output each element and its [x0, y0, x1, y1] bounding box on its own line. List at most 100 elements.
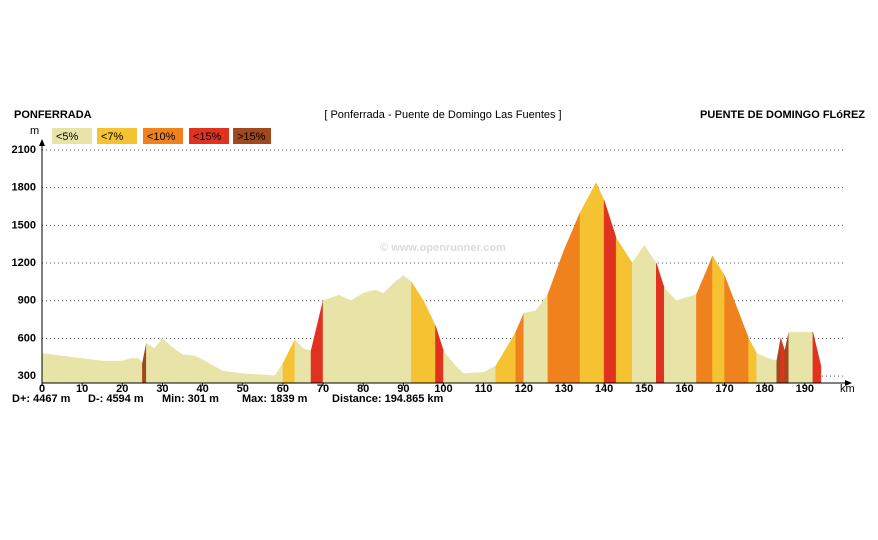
- profile-segment: [684, 294, 697, 384]
- profile-segment: [374, 289, 384, 384]
- profile-segment: [170, 345, 183, 384]
- x-axis-label: km: [840, 383, 855, 395]
- profile-segment: [81, 358, 103, 384]
- profile-segment: [704, 256, 713, 384]
- x-tick-label: 140: [595, 383, 613, 395]
- profile-segment: [162, 337, 171, 384]
- profile-segment: [262, 374, 276, 384]
- profile-segment: [395, 275, 404, 384]
- profile-segment: [724, 275, 737, 384]
- profile-segment: [463, 372, 484, 384]
- x-tick-label: 40: [196, 383, 208, 395]
- x-tick-label: 190: [796, 383, 814, 395]
- stat: D+: 4467 m: [12, 393, 71, 405]
- profile-segment: [154, 337, 163, 384]
- profile-segment: [736, 306, 749, 384]
- profile-segment: [495, 331, 517, 384]
- y-tick-label: 1500: [12, 219, 36, 231]
- x-tick-label: 60: [277, 383, 289, 395]
- chart-title: [ Ponferrada - Puente de Domingo Las Fue…: [324, 109, 561, 121]
- profile-segment: [383, 281, 396, 384]
- profile-segment: [138, 357, 143, 384]
- profile-segment: [142, 343, 147, 384]
- y-tick-label: 600: [18, 332, 36, 344]
- profile-segment: [515, 313, 525, 384]
- profile-segment: [455, 365, 464, 384]
- profile-segment: [146, 342, 155, 384]
- profile-segment: [615, 237, 633, 384]
- x-tick-label: 170: [715, 383, 733, 395]
- profile-segment: [322, 294, 340, 384]
- y-tick-label: 2100: [12, 144, 36, 156]
- profile-segment: [338, 294, 352, 384]
- legend-swatch: [233, 128, 271, 144]
- profile-segment: [362, 289, 376, 384]
- x-tick-label: 180: [756, 383, 774, 395]
- legend-label: <5%: [56, 131, 79, 143]
- profile-segment: [101, 360, 123, 384]
- profile-segment: [579, 182, 597, 384]
- start-label: PONFERRADA: [14, 109, 92, 121]
- profile-segment: [182, 354, 195, 384]
- profile-segment: [595, 182, 605, 384]
- profile-segment: [194, 355, 203, 384]
- profile-segment: [644, 244, 657, 384]
- profile-segment: [756, 353, 769, 384]
- x-tick-label: 0: [39, 383, 45, 395]
- profile-segment: [776, 338, 782, 384]
- profile-segment: [294, 339, 304, 384]
- profile-segment: [435, 325, 444, 384]
- x-tick-label: 70: [317, 383, 329, 395]
- profile-segment: [676, 297, 685, 384]
- x-tick-label: 150: [635, 383, 653, 395]
- legend-swatch: [52, 128, 92, 144]
- profile-segment: [631, 244, 645, 384]
- profile-segment: [748, 338, 757, 384]
- profile-segment: [130, 358, 139, 384]
- profile-segment: [656, 262, 665, 384]
- legend-label: <7%: [101, 131, 124, 143]
- stat: Max: 1839 m: [242, 393, 308, 405]
- x-tick-label: 120: [515, 383, 533, 395]
- legend-label: <15%: [193, 131, 222, 143]
- y-tick-label: 300: [18, 370, 36, 382]
- x-tick-label: 30: [156, 383, 168, 395]
- profile-segment: [603, 200, 617, 384]
- profile-segment: [535, 293, 549, 384]
- profile-segment: [274, 362, 284, 384]
- profile-segment: [411, 281, 424, 384]
- profile-segment: [788, 331, 814, 384]
- y-tick-label: 1200: [12, 257, 36, 269]
- profile-segment: [696, 275, 705, 384]
- x-tick-label: 100: [434, 383, 452, 395]
- profile-segment: [547, 250, 565, 384]
- x-tick-label: 50: [237, 383, 249, 395]
- profile-segment: [483, 365, 496, 384]
- x-tick-label: 90: [397, 383, 409, 395]
- profile-segment: [423, 300, 436, 384]
- x-tick-label: 20: [116, 383, 128, 395]
- profile-segment: [310, 300, 324, 384]
- profile-segment: [61, 355, 83, 384]
- stat: Min: 301 m: [162, 393, 219, 405]
- y-axis-arrow: [39, 139, 45, 146]
- profile-segment: [563, 212, 581, 384]
- watermark: © www.openrunner.com: [380, 242, 506, 254]
- profile-segment: [282, 339, 296, 384]
- x-axis-arrow: [845, 380, 852, 386]
- x-tick-label: 110: [475, 383, 493, 395]
- profile-segment: [768, 358, 777, 384]
- legend-label: <10%: [147, 131, 176, 143]
- profile-segment: [350, 292, 364, 384]
- legend-swatch: [143, 128, 183, 144]
- y-tick-label: 900: [18, 295, 36, 307]
- profile-segment: [784, 332, 790, 384]
- profile-segment: [122, 358, 131, 384]
- profile-segment: [242, 373, 264, 384]
- y-tick-label: 1800: [12, 182, 36, 194]
- x-tick-label: 80: [357, 383, 369, 395]
- profile-segment: [812, 332, 822, 384]
- profile-segment: [712, 255, 725, 384]
- y-axis-label: m: [30, 125, 39, 137]
